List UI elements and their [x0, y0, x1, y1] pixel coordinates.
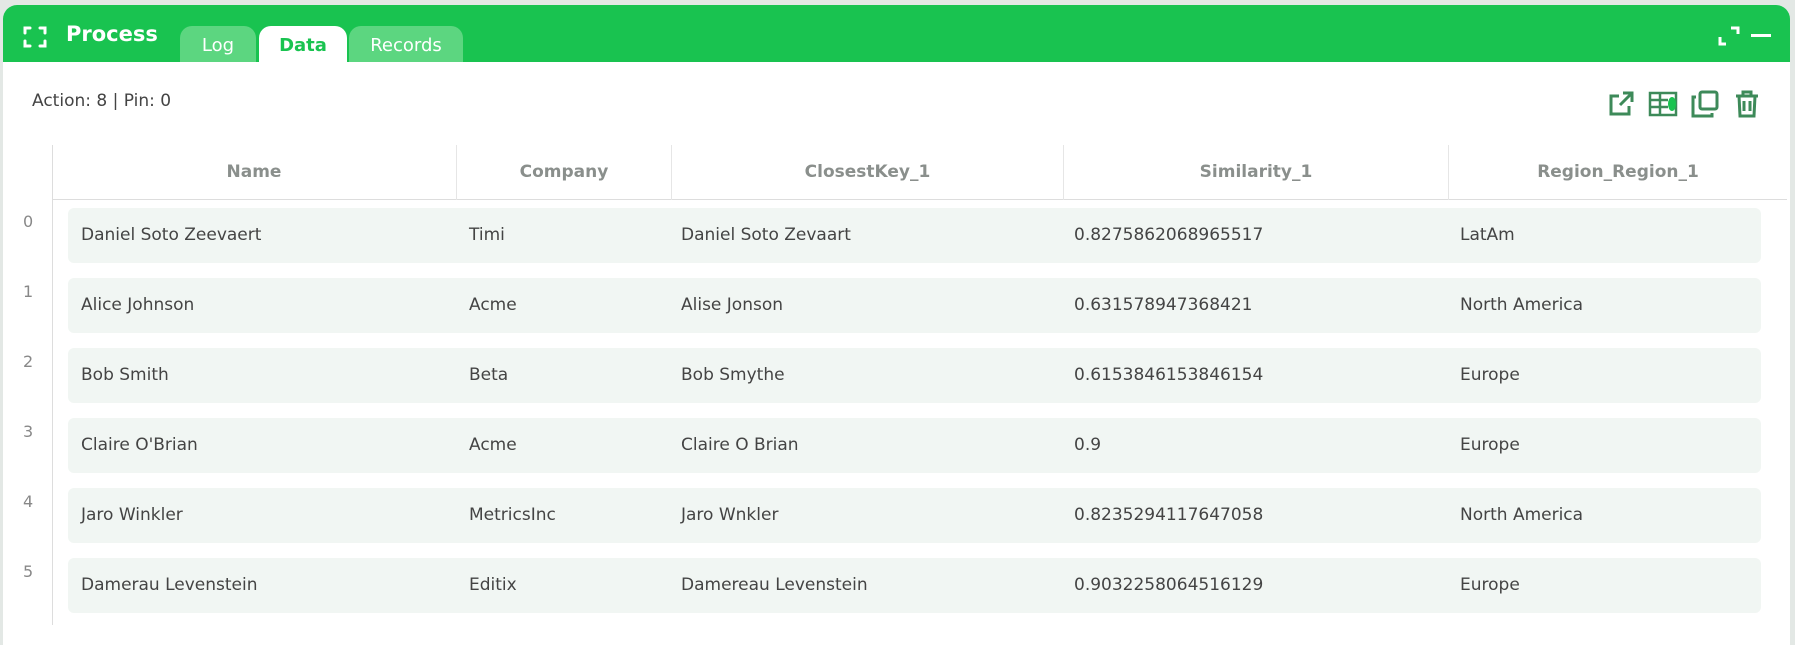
minimize-icon[interactable] — [1750, 25, 1772, 47]
open-external-icon[interactable] — [1606, 89, 1636, 119]
table-cell-closestkey-1: Bob Smythe — [681, 365, 785, 385]
column-header-region[interactable]: Region_Region_1 — [1448, 145, 1787, 200]
table-row[interactable]: Jaro Winkler MetricsInc Jaro Wnkler 0.82352… — [68, 488, 1761, 543]
table-cell-name: Damerau Levenstein — [81, 575, 258, 595]
table-cell-region-region-1: Europe — [1460, 365, 1520, 385]
panel-title: Process — [66, 22, 158, 46]
table-row[interactable]: Claire O'Brian Acme Claire O Brian 0.9 Europ… — [68, 418, 1761, 473]
table-cell-closestkey-1: Jaro Wnkler — [681, 505, 779, 525]
table-cell-closestkey-1: Claire O Brian — [681, 435, 799, 455]
table-cell-company: Acme — [469, 435, 517, 455]
table-cell-name: Claire O'Brian — [81, 435, 198, 455]
table-row[interactable]: Bob Smith Beta Bob Smythe 0.615384615384615… — [68, 348, 1761, 403]
column-header-closestkey[interactable]: ClosestKey_1 — [671, 145, 1063, 200]
table-cell-similarity-1: 0.8235294117647058 — [1074, 505, 1264, 525]
table-cell-similarity-1: 0.8275862068965517 — [1074, 225, 1264, 245]
table-cell-closestkey-1: Daniel Soto Zevaart — [681, 225, 851, 245]
tab-log[interactable]: Log — [180, 26, 256, 62]
table-cell-region-region-1: Europe — [1460, 575, 1520, 595]
row-index: 5 — [23, 562, 34, 581]
row-index: 3 — [23, 422, 34, 441]
table-cell-company: Acme — [469, 295, 517, 315]
trash-icon[interactable] — [1732, 89, 1762, 119]
column-header-company[interactable]: Company — [456, 145, 671, 200]
table-cell-similarity-1: 0.9032258064516129 — [1074, 575, 1264, 595]
table-cell-closestkey-1: Alise Jonson — [681, 295, 784, 315]
table-cell-company: Editix — [469, 575, 517, 595]
table-row[interactable]: Alice Johnson Acme Alise Jonson 0.631578947… — [68, 278, 1761, 333]
table-cell-name: Bob Smith — [81, 365, 169, 385]
table-cell-name: Alice Johnson — [81, 295, 195, 315]
table-row[interactable]: Daniel Soto Zeevaert Timi Daniel Soto Zeva… — [68, 208, 1761, 263]
tab-records[interactable]: Records — [349, 26, 463, 62]
row-index: 1 — [23, 282, 34, 301]
action-pin-status: Action: 8 | Pin: 0 — [32, 91, 172, 111]
table-cell-similarity-1: 0.9 — [1074, 435, 1102, 455]
row-index: 4 — [23, 492, 34, 511]
table-cell-region-region-1: Europe — [1460, 435, 1520, 455]
row-index: 0 — [23, 212, 34, 231]
process-cycle-icon — [23, 26, 47, 48]
table-cell-name: Daniel Soto Zeevaert — [81, 225, 262, 245]
table-cell-similarity-1: 0.631578947368421 — [1074, 295, 1253, 315]
tab-data[interactable]: Data — [259, 26, 347, 62]
table-header: Name Company ClosestKey_1 Similarity_1 R… — [52, 145, 1787, 200]
index-divider — [52, 145, 53, 625]
table-cell-closestkey-1: Damereau Levenstein — [681, 575, 868, 595]
panel-header: Process Log Data Records — [3, 5, 1790, 62]
column-header-name[interactable]: Name — [226, 162, 282, 182]
process-panel: Process Log Data Records Action: 8 | Pin… — [3, 5, 1790, 645]
column-header-similarity[interactable]: Similarity_1 — [1063, 145, 1448, 200]
table-cell-region-region-1: LatAm — [1460, 225, 1515, 245]
table-database-icon[interactable] — [1648, 89, 1678, 119]
expand-icon[interactable] — [1718, 25, 1740, 47]
table-cell-company: Beta — [469, 365, 509, 385]
table-cell-region-region-1: North America — [1460, 505, 1584, 525]
table-cell-region-region-1: North America — [1460, 295, 1584, 315]
row-index: 2 — [23, 352, 34, 371]
table-cell-company: Timi — [469, 225, 505, 245]
table-cell-similarity-1: 0.6153846153846154 — [1074, 365, 1264, 385]
table-cell-name: Jaro Winkler — [81, 505, 183, 525]
copy-icon[interactable] — [1690, 89, 1720, 119]
table-cell-company: MetricsInc — [469, 505, 556, 525]
table-row[interactable]: Damerau Levenstein Editix Damereau Levenst… — [68, 558, 1761, 613]
